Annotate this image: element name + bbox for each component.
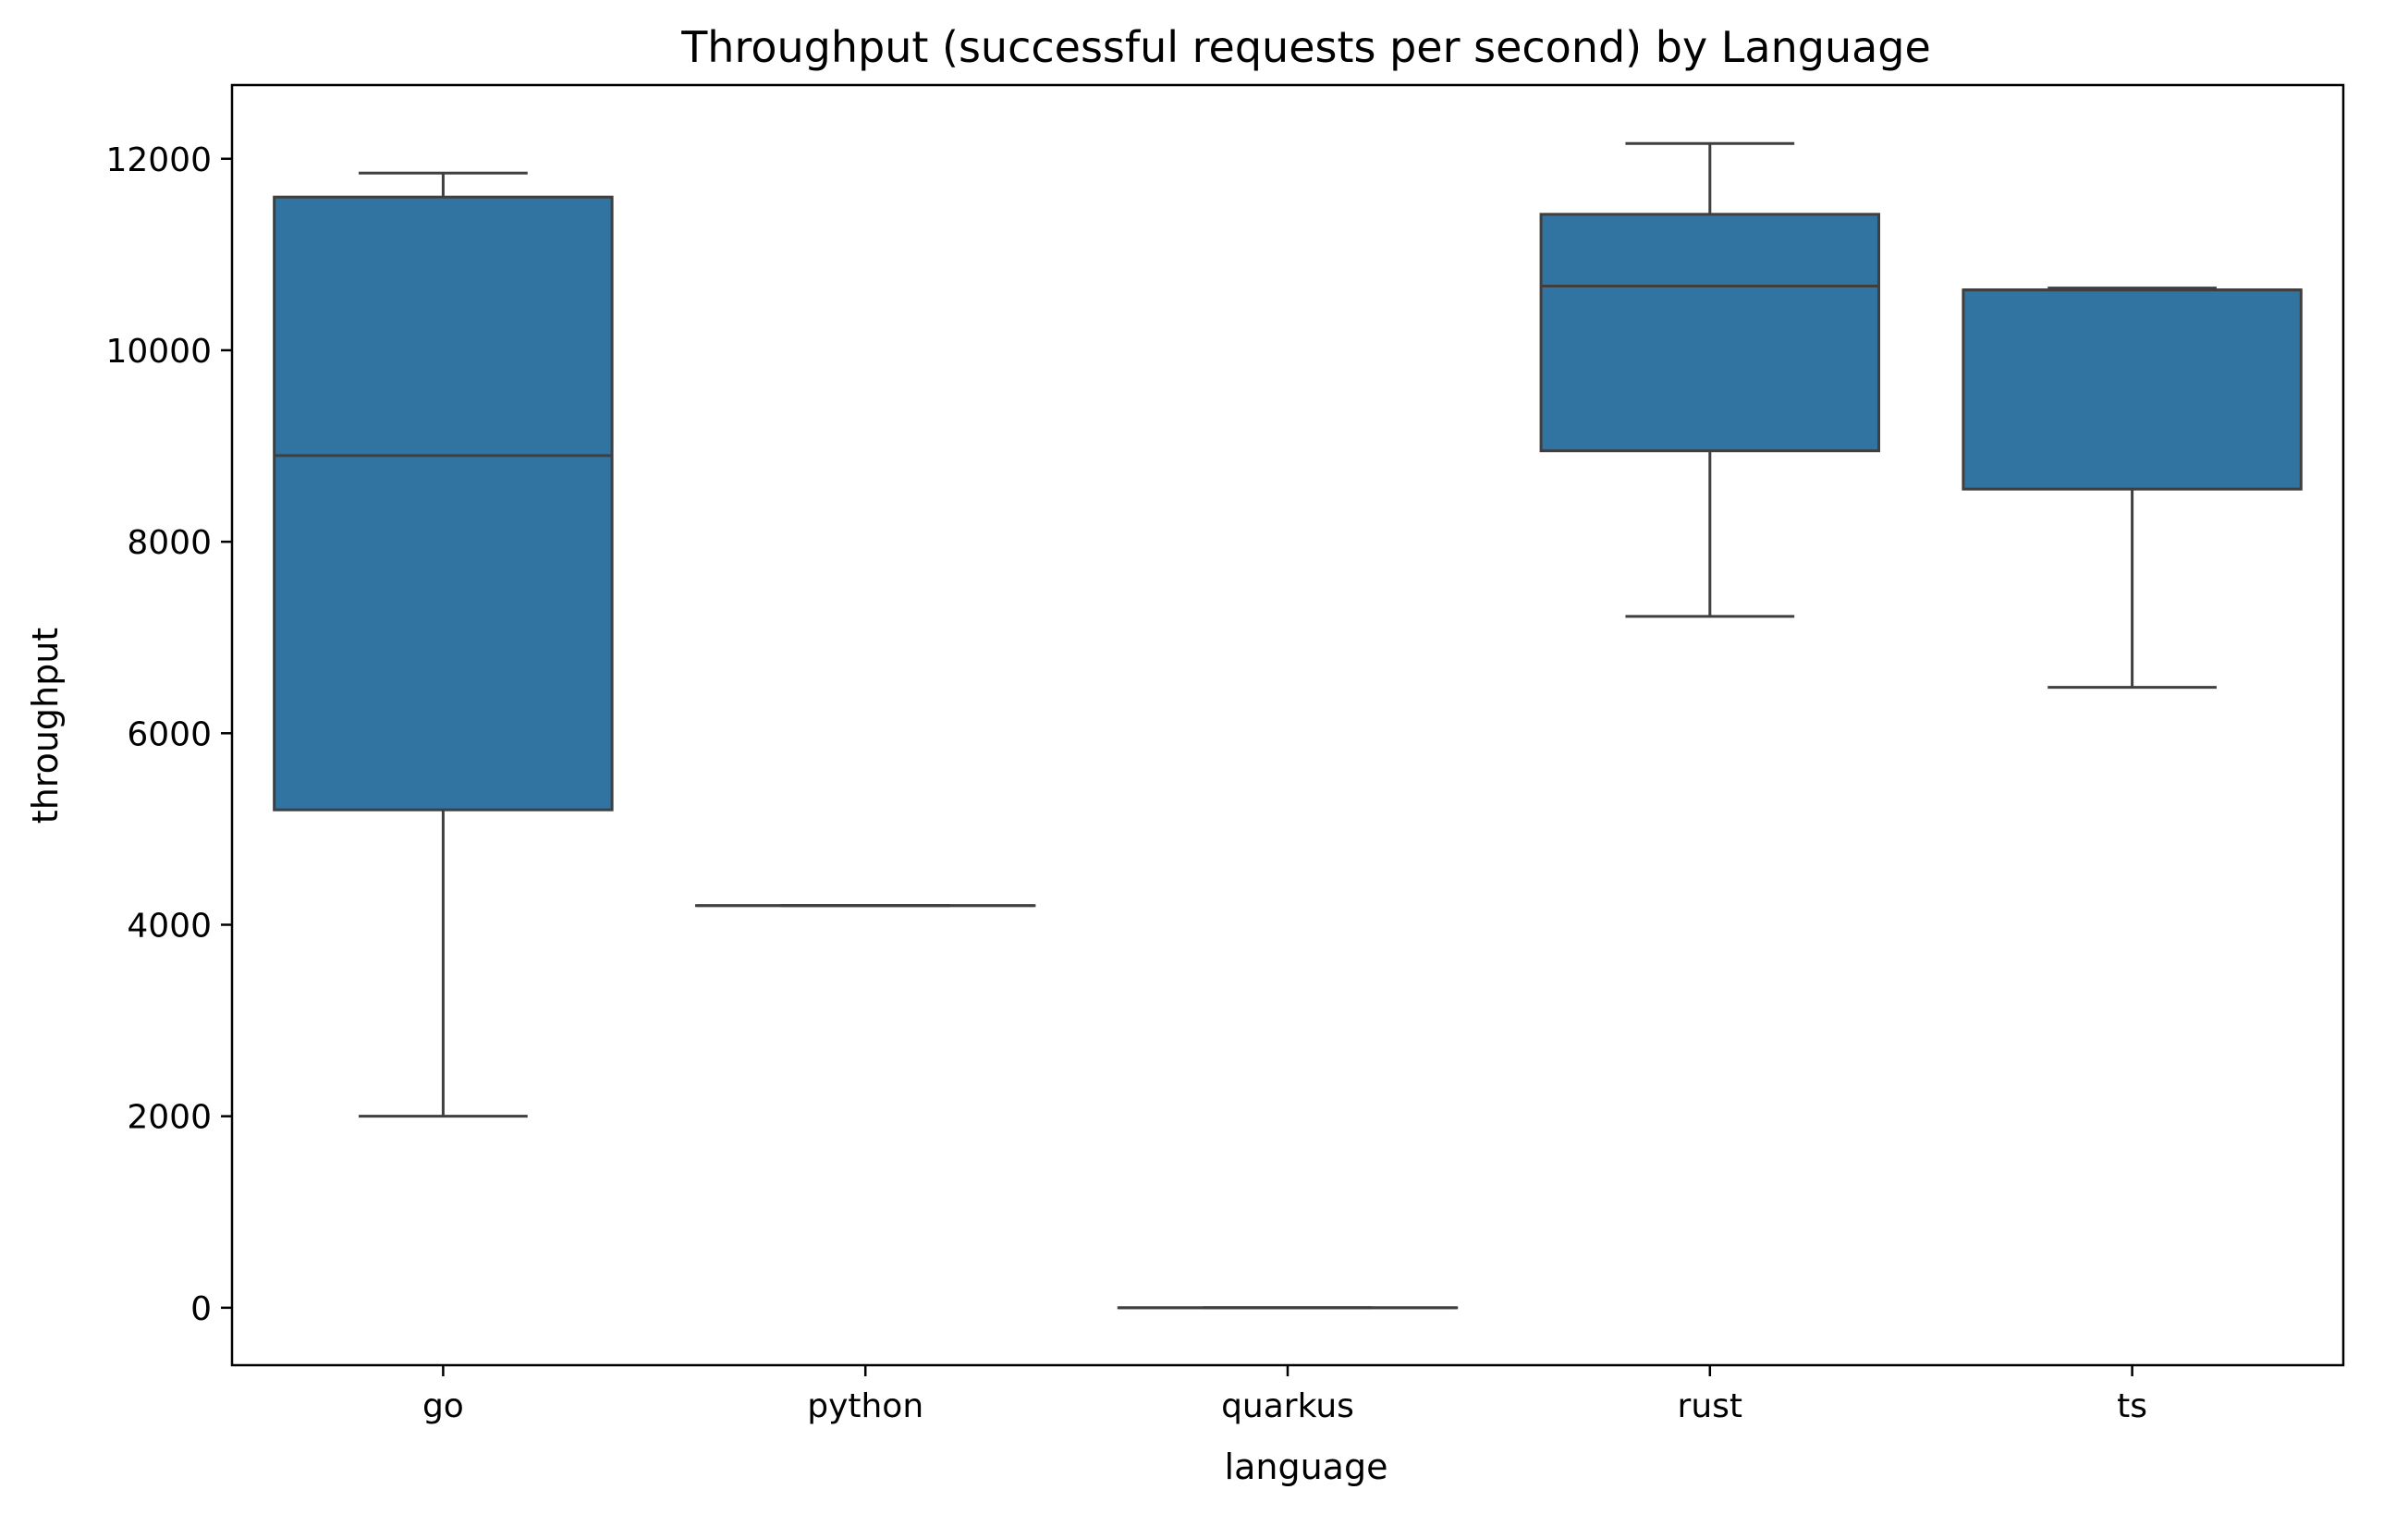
y-tick-label-1: 2000 [127,1099,212,1137]
box-group-rust [1539,141,1881,618]
plot-frame [230,83,2345,1367]
x-tick-label-quarkus: quarkus [1221,1387,1354,1425]
boxes-layer [273,141,2303,1310]
y-tick-label-5: 10000 [105,333,212,371]
box-ts [1962,288,2303,491]
y-tick-label-0: 0 [190,1290,212,1328]
y-tick-label-6: 12000 [105,141,212,179]
x-tick-label-ts: ts [2117,1387,2147,1425]
y-tick-label-2: 4000 [127,907,212,945]
y-tick-label-3: 6000 [127,715,212,753]
ticks-layer: go python quarkus rust ts 0 2000 4000 6000 8000 10… [105,141,2147,1425]
x-axis-label: language [1225,1447,1388,1487]
box-group-ts [1962,287,2303,690]
box-go [273,195,614,812]
x-tick-label-go: go [422,1387,464,1425]
x-tick-label-rust: rust [1678,1387,1743,1425]
y-axis-label: throughput [25,628,66,824]
x-tick-label-python: python [807,1387,923,1425]
y-tick-label-4: 8000 [127,524,212,562]
chart-title: Throughput (successful requests per seco… [680,22,1931,72]
box-group-go [273,171,614,1118]
box-rust [1539,213,1881,453]
